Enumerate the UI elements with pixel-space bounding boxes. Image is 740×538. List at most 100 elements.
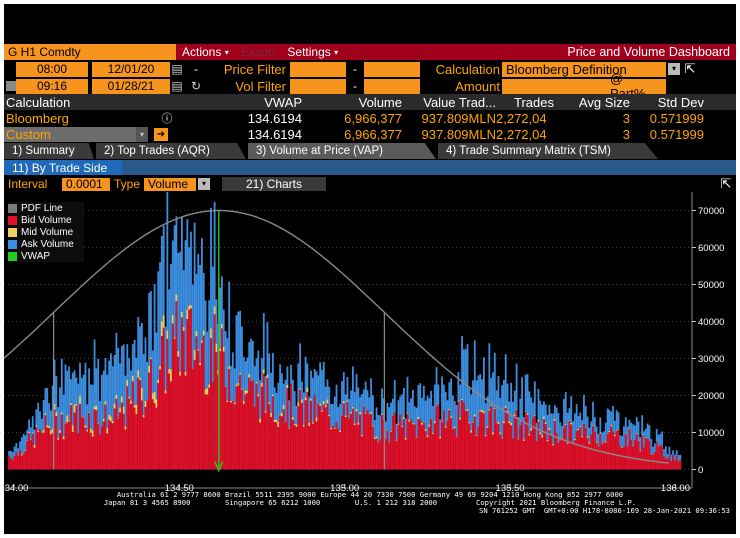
- start-date-field[interactable]: 12/01/20: [92, 61, 170, 77]
- y-tick-label: 10000: [698, 428, 724, 439]
- bar-ask: [528, 391, 531, 434]
- type-dropdown-icon[interactable]: ▾: [198, 178, 210, 190]
- export-menu[interactable]: Export: [235, 44, 282, 60]
- bar-bid: [102, 421, 105, 470]
- popout-icon[interactable]: ⇱: [720, 176, 732, 191]
- bar-bid: [333, 428, 336, 470]
- bar-ask: [482, 357, 485, 412]
- bar-ask: [113, 355, 116, 404]
- subtab-by-trade-side[interactable]: 11) By Trade Side: [4, 160, 122, 175]
- tab-top-trades[interactable]: 2) Top Trades (AQR): [96, 143, 246, 159]
- end-time-field[interactable]: 09:16: [16, 78, 88, 94]
- bar-ask: [268, 353, 271, 403]
- calendar-icon[interactable]: ▤: [171, 79, 183, 93]
- bar-ask: [477, 375, 480, 427]
- table-row[interactable]: Bloomberg ⓘ 134.6194 6,966,377 937.809ML…: [4, 110, 736, 126]
- bar-bid: [51, 432, 54, 470]
- bar-ask: [639, 437, 642, 451]
- bar-ask: [481, 379, 483, 410]
- bar-mid: [131, 375, 134, 382]
- bar-ask: [413, 406, 416, 424]
- bar-bid: [330, 429, 332, 470]
- bar-ask: [179, 251, 181, 372]
- price-filter-max[interactable]: [364, 61, 420, 77]
- calculation-select[interactable]: Bloomberg Definition: [502, 61, 666, 77]
- tab-volume-at-price[interactable]: 3) Volume at Price (VAP): [248, 143, 436, 159]
- info-icon[interactable]: ⓘ: [161, 113, 173, 125]
- tab-summary[interactable]: 1) Summary: [4, 143, 94, 159]
- bar-bid: [652, 454, 654, 470]
- bar-ask: [619, 435, 622, 447]
- settings-menu[interactable]: Settings ▾: [281, 44, 344, 60]
- charts-button[interactable]: 21) Charts: [222, 177, 326, 191]
- bar-bid: [552, 445, 554, 470]
- bar-ask: [286, 366, 289, 385]
- bar-mid: [31, 432, 34, 434]
- apply-icon[interactable]: ➔: [154, 127, 168, 141]
- popout-icon[interactable]: ⇱: [684, 61, 696, 76]
- bar-ask: [228, 281, 231, 367]
- custom-dropdown-icon[interactable]: ▾: [136, 126, 148, 142]
- calculation-dropdown-icon[interactable]: ▾: [668, 63, 680, 75]
- actions-menu[interactable]: Actions ▾: [176, 44, 235, 60]
- bar-mid: [191, 368, 194, 369]
- bar-mid: [221, 324, 223, 329]
- type-select[interactable]: Volume: [144, 177, 196, 191]
- bar-mid: [51, 428, 54, 433]
- amount-field[interactable]: [502, 78, 606, 94]
- start-time-field[interactable]: 08:00: [16, 61, 88, 77]
- part-field[interactable]: @ Part%: [606, 71, 666, 101]
- bar-mid: [573, 438, 576, 441]
- bar-mid: [548, 427, 551, 431]
- bar-bid: [29, 440, 32, 470]
- bar-bid: [88, 412, 91, 470]
- vol-filter-min[interactable]: [290, 78, 346, 94]
- bar-bid: [31, 433, 34, 470]
- bar-ask: [486, 396, 489, 427]
- bar-ask: [20, 437, 23, 455]
- interval-field[interactable]: 0.0001: [62, 177, 110, 191]
- end-date-field[interactable]: 01/28/21: [92, 78, 170, 94]
- checkbox[interactable]: [6, 81, 16, 91]
- bar-mid: [401, 425, 403, 428]
- bar-bid: [608, 432, 611, 470]
- bar-ask: [82, 374, 85, 417]
- bar-ask: [211, 266, 214, 383]
- bar-bid: [297, 406, 300, 470]
- bar-bid: [182, 330, 185, 470]
- bar-ask: [610, 411, 613, 425]
- table-row[interactable]: Custom ▾ ➔ 134.6194 6,966,377 937.809MLN…: [4, 126, 736, 142]
- bar-mid: [204, 389, 207, 395]
- bar-ask: [541, 404, 543, 436]
- bar-bid: [106, 433, 109, 470]
- bar-bid: [39, 429, 41, 470]
- refresh-icon[interactable]: ↻: [190, 79, 202, 93]
- bar-bid: [46, 427, 49, 470]
- bar-bid: [586, 437, 589, 470]
- legend-swatch-ask: [8, 239, 17, 249]
- bar-ask: [355, 373, 358, 410]
- bar-mid: [570, 422, 573, 425]
- bar-bid: [493, 408, 496, 470]
- bar-bid: [91, 436, 94, 470]
- calendar-icon[interactable]: ▤: [171, 62, 183, 76]
- bar-ask: [180, 217, 183, 312]
- bar-mid: [190, 304, 192, 309]
- vol-filter-max[interactable]: [364, 78, 420, 94]
- legend-swatch-bid: [8, 215, 17, 225]
- bar-mid: [493, 407, 496, 409]
- security-field[interactable]: G H1 Comdty: [4, 44, 176, 60]
- bar-mid: [306, 387, 309, 393]
- bar-bid: [219, 351, 221, 470]
- custom-select[interactable]: Custom: [4, 126, 136, 142]
- price-filter-min[interactable]: [290, 61, 346, 77]
- bar-mid: [317, 402, 320, 404]
- bar-ask: [674, 454, 676, 461]
- bar-bid: [513, 415, 516, 470]
- bar-bid: [270, 417, 272, 470]
- bar-bid: [595, 442, 598, 470]
- bar-mid: [533, 415, 536, 417]
- bar-bid: [241, 389, 243, 470]
- tab-trade-summary-matrix[interactable]: 4) Trade Summary Matrix (TSM): [438, 143, 658, 159]
- bar-mid: [566, 443, 569, 444]
